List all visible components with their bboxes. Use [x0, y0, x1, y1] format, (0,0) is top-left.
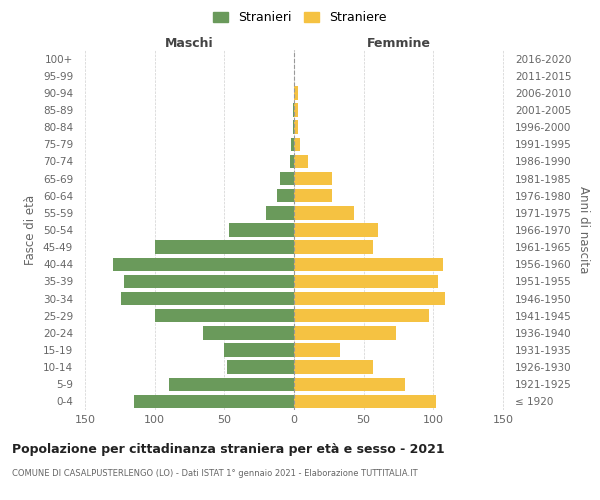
Y-axis label: Anni di nascita: Anni di nascita: [577, 186, 590, 274]
Bar: [134, 394, 294, 408]
Bar: [224, 344, 294, 356]
Text: Popolazione per cittadinanza straniera per età e sesso - 2021: Popolazione per cittadinanza straniera p…: [12, 442, 445, 456]
Bar: [293, 104, 294, 117]
Bar: [229, 224, 294, 236]
Bar: [294, 189, 332, 202]
Bar: [294, 154, 308, 168]
Bar: [203, 326, 294, 340]
Bar: [294, 86, 298, 100]
Bar: [294, 309, 429, 322]
Bar: [294, 292, 445, 306]
Bar: [294, 206, 354, 220]
Bar: [294, 138, 299, 151]
Bar: [169, 378, 294, 391]
Text: Femmine: Femmine: [367, 37, 431, 50]
Text: COMUNE DI CASALPUSTERLENGO (LO) - Dati ISTAT 1° gennaio 2021 - Elaborazione TUTT: COMUNE DI CASALPUSTERLENGO (LO) - Dati I…: [12, 469, 418, 478]
Bar: [280, 172, 294, 186]
Bar: [294, 104, 298, 117]
Bar: [124, 274, 294, 288]
Text: Maschi: Maschi: [165, 37, 214, 50]
Bar: [294, 394, 436, 408]
Bar: [227, 360, 294, 374]
Bar: [294, 224, 377, 236]
Bar: [294, 378, 406, 391]
Bar: [294, 172, 332, 186]
Bar: [294, 360, 373, 374]
Bar: [294, 120, 298, 134]
Bar: [155, 240, 294, 254]
Bar: [294, 258, 443, 271]
Bar: [277, 189, 294, 202]
Bar: [290, 154, 294, 168]
Legend: Stranieri, Straniere: Stranieri, Straniere: [213, 11, 387, 24]
Bar: [294, 240, 373, 254]
Bar: [294, 344, 340, 356]
Bar: [266, 206, 294, 220]
Bar: [121, 292, 294, 306]
Bar: [113, 258, 294, 271]
Y-axis label: Fasce di età: Fasce di età: [25, 195, 37, 265]
Bar: [294, 326, 396, 340]
Bar: [155, 309, 294, 322]
Bar: [291, 138, 294, 151]
Bar: [294, 274, 437, 288]
Bar: [293, 120, 294, 134]
